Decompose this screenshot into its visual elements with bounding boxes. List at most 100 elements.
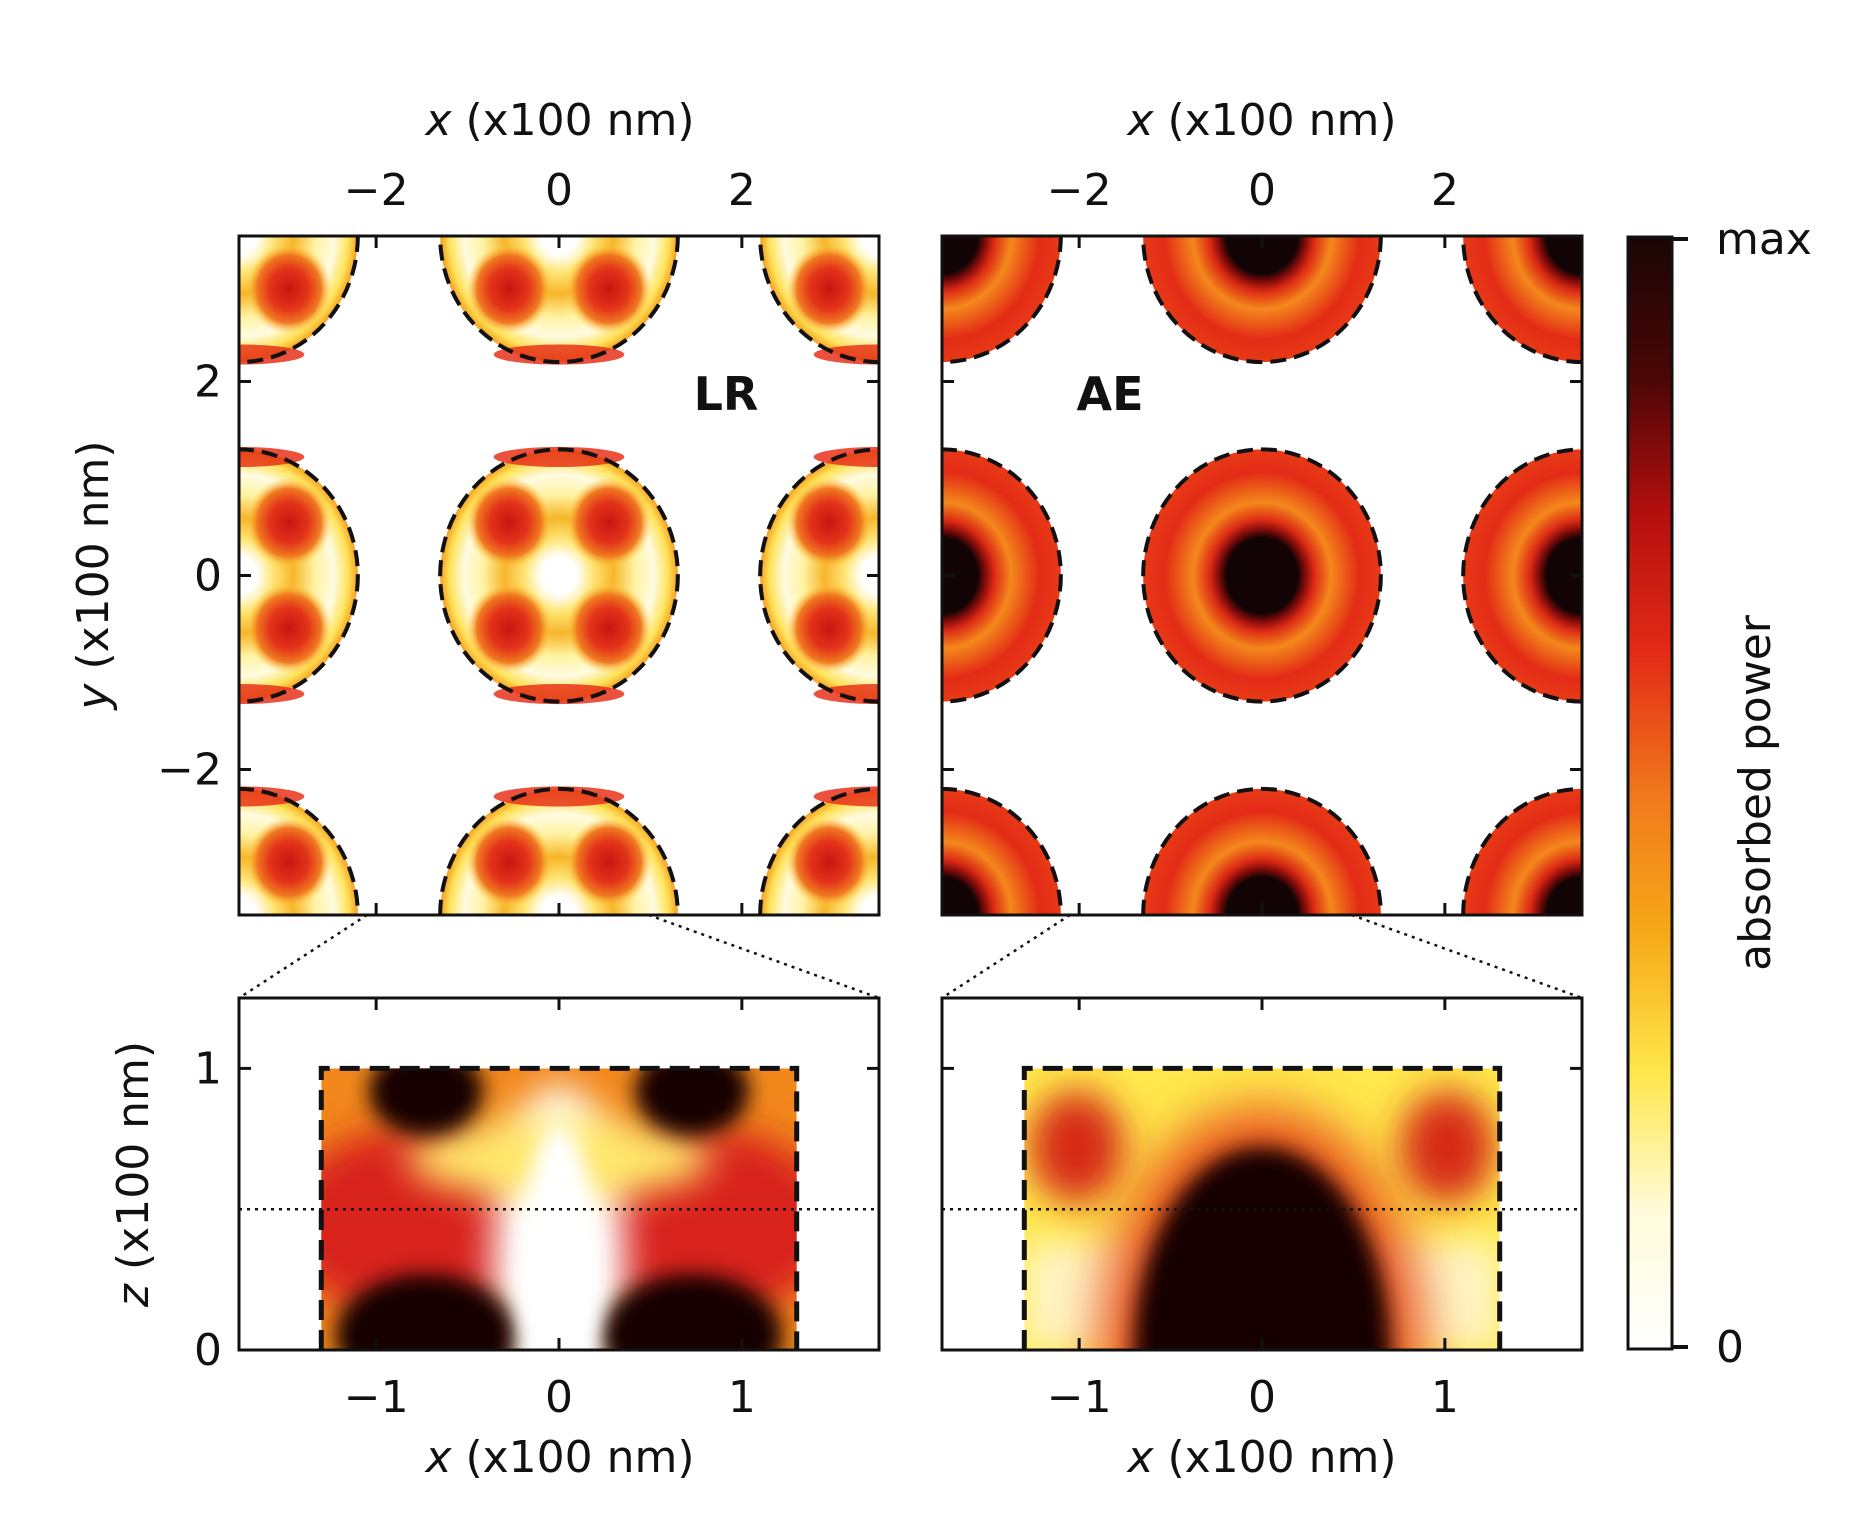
x-tick-label: −1 — [344, 1372, 409, 1423]
lr-disk-4 — [760, 786, 879, 915]
ae-cs-right-spot — [1399, 1090, 1495, 1204]
panel-lr: −2 0 2 2 0 −2 LR x (x100 nm) y (x100 nm) — [68, 95, 972, 917]
ae-cs-ticks: −1 0 1 — [942, 998, 1582, 1423]
lr-cs-dark-bottomright — [601, 1273, 783, 1351]
lr-lobe-3-0 — [146, 817, 232, 908]
lr-disk-outline-5 — [438, 236, 680, 365]
lr-lobe-2-1 — [886, 138, 972, 229]
lr-lobe-6-1 — [566, 816, 652, 908]
z-tick-label: 0 — [194, 1325, 222, 1376]
x-tick-label: 0 — [1248, 165, 1276, 216]
lr-disk-3 — [146, 786, 358, 915]
lr-lobe-0-0 — [466, 477, 552, 568]
colorbar-max-label: max — [1716, 214, 1812, 265]
lr-edge-top-1 — [174, 107, 305, 127]
lr-cs-dark-bottomleft — [335, 1273, 517, 1351]
ae-disk-2 — [1463, 236, 1582, 363]
lr-edge-bottom-0 — [493, 683, 625, 705]
lr-disk-5 — [440, 138, 678, 365]
lr-lobe-1-1 — [246, 138, 332, 229]
lr-lobe-2-0 — [786, 138, 872, 229]
x-tick-label: 2 — [1431, 165, 1459, 216]
lr-cs-dark-topright — [635, 1068, 750, 1136]
lr-center-3 — [239, 897, 256, 915]
lr-center-0 — [542, 557, 576, 594]
ae-disk-1 — [942, 236, 1061, 363]
ae-disk-8 — [1463, 449, 1582, 702]
z-tick-label: 1 — [194, 1043, 222, 1094]
lr-disk-7 — [239, 446, 358, 705]
ae-disk-layer — [942, 236, 1582, 915]
zoom-connectors — [238, 913, 1583, 1000]
x-tick-label: −2 — [344, 165, 409, 216]
lr-disk-8 — [760, 446, 879, 705]
x-tick-label: 2 — [728, 165, 756, 216]
ae-connector-left — [941, 913, 1071, 1000]
lr-center-2 — [862, 236, 879, 254]
lr-connector-right — [648, 913, 880, 1000]
x-tick-label: 0 — [545, 165, 573, 216]
ae-disk-outline-6 — [1141, 786, 1383, 915]
x-tick-label: 1 — [728, 1372, 756, 1423]
lr-edge-bottom-5 — [493, 344, 625, 365]
lr-ticks: −2 0 2 2 0 −2 — [157, 165, 879, 915]
lr-edge-top-6 — [493, 786, 625, 807]
lr-lobe-0-1 — [566, 477, 652, 568]
lr-cs-y-axis-label: z (x100 nm) — [108, 1041, 159, 1308]
lr-cs-white-core — [520, 1124, 598, 1351]
lr-disk-outline-8 — [758, 447, 879, 704]
x-tick-label: −2 — [1047, 165, 1112, 216]
lr-disk-outline-6 — [438, 786, 680, 915]
panel-ae-cross-section: −1 0 1 x (x100 nm) — [940, 996, 1584, 1483]
lr-connector-left — [238, 913, 368, 1000]
panel-lr-cross-section: −1 0 1 1 0 x (x100 nm) z (x100 nm) — [108, 996, 881, 1483]
ae-cs-left-spot — [1029, 1090, 1125, 1204]
lr-disk-outlines — [239, 236, 879, 915]
lr-lobe-5-0 — [466, 138, 552, 229]
lr-lobe-7-1 — [246, 477, 332, 568]
ae-disk-6 — [1143, 788, 1381, 915]
lr-disk-outline-7 — [239, 447, 360, 704]
lr-lobe-7-3 — [246, 583, 332, 674]
ae-cs-decorations — [942, 1065, 1582, 1350]
lr-disk-layer — [146, 107, 972, 915]
ae-cs-x-axis-label: x (x100 nm) — [1125, 1432, 1396, 1483]
lr-edge-top-0 — [493, 446, 625, 468]
x-tick-label: 0 — [545, 1372, 573, 1423]
lr-lobe-0-2 — [466, 583, 552, 674]
ae-disk-5 — [1143, 236, 1381, 363]
lr-cs-outline — [318, 1065, 800, 1350]
lr-lobe-4-0 — [786, 816, 872, 908]
lr-lobe-8-0 — [786, 477, 872, 568]
ae-connector-right — [1351, 913, 1583, 1000]
lr-disk-6 — [440, 786, 678, 915]
ae-panel-label: AE — [1076, 367, 1143, 421]
y-tick-label: 0 — [194, 551, 222, 602]
colorbar-min-label: 0 — [1716, 1322, 1744, 1373]
y-tick-label: −2 — [157, 745, 222, 796]
lr-x-axis-label: x (x100 nm) — [423, 95, 694, 146]
ae-cs-core — [1133, 1147, 1391, 1351]
panel-ae: −2 0 2 AE x (x100 nm) — [940, 95, 1584, 917]
colorbar-gradient — [1628, 237, 1672, 1349]
lr-lobe-3-1 — [246, 816, 332, 908]
x-tick-label: 1 — [1431, 1372, 1459, 1423]
lr-lobe-5-1 — [566, 138, 652, 229]
lr-center-1 — [239, 236, 256, 254]
ae-disk-7 — [942, 449, 1061, 702]
lr-cs-ticks: −1 0 1 1 0 — [194, 998, 879, 1423]
lr-edge-top-2 — [814, 107, 945, 127]
ae-disk-3 — [942, 788, 1061, 915]
lr-lobe-1-3 — [246, 243, 332, 335]
x-tick-label: 0 — [1248, 1372, 1276, 1423]
lr-lobe-1-0 — [146, 138, 232, 229]
lr-lobe-8-2 — [786, 583, 872, 674]
lr-cs-decorations — [239, 1065, 879, 1350]
ae-disk-outline-5 — [1141, 236, 1383, 365]
ae-disk-0 — [1143, 449, 1381, 702]
lr-lobe-0-3 — [566, 583, 652, 674]
lr-lobe-5-3 — [566, 243, 652, 335]
y-tick-label: 2 — [194, 357, 222, 408]
lr-y-axis-label: y (x100 nm) — [68, 440, 119, 711]
